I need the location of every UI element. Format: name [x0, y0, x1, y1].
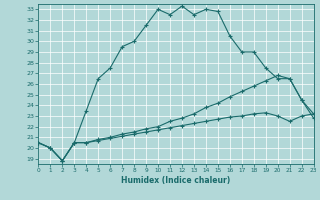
X-axis label: Humidex (Indice chaleur): Humidex (Indice chaleur): [121, 176, 231, 185]
